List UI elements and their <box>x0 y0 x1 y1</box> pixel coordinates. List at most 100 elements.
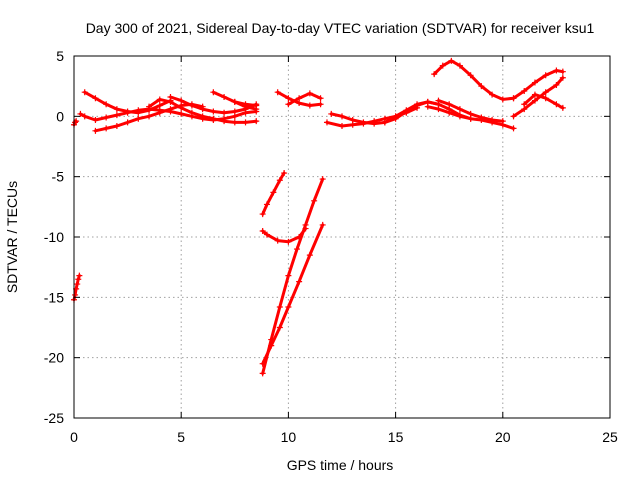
data-point <box>521 87 528 94</box>
data-point <box>285 238 292 245</box>
data-point <box>489 116 496 123</box>
data-point <box>81 113 88 120</box>
data-point <box>199 106 206 113</box>
data-point <box>499 96 506 103</box>
data-point <box>156 96 163 103</box>
x-tick-label: 10 <box>281 429 297 445</box>
data-point <box>285 303 292 310</box>
data-point <box>199 113 206 120</box>
data-point <box>319 221 326 228</box>
data-point <box>231 98 238 105</box>
data-point <box>317 95 324 102</box>
series-arc-6 <box>146 96 260 126</box>
data-point <box>542 95 549 102</box>
data-point <box>339 122 345 129</box>
data-point <box>146 113 153 120</box>
data-point <box>306 90 313 97</box>
data-point <box>339 113 345 120</box>
data-point <box>276 324 283 331</box>
data-point <box>178 97 185 104</box>
data-point <box>270 189 277 196</box>
data-point <box>296 278 303 285</box>
y-tick-label: -10 <box>44 229 64 245</box>
data-point <box>178 110 185 117</box>
data-point <box>302 221 309 228</box>
y-tick-label: 0 <box>56 108 64 124</box>
x-tick-label: 20 <box>495 429 511 445</box>
series-arc-9 <box>231 98 260 109</box>
data-point <box>221 109 228 116</box>
data-point <box>478 114 485 121</box>
data-point <box>167 106 174 113</box>
data-point <box>167 94 174 101</box>
data-point <box>381 119 388 126</box>
data-point <box>113 122 120 129</box>
data-point <box>435 106 442 113</box>
series-line <box>286 91 323 106</box>
ticks: 0 5 10 15 20 25 5 0 -5 -10 -15 -20 -25 <box>44 48 618 445</box>
y-tick-label: -20 <box>44 350 64 366</box>
data-point <box>259 360 266 367</box>
data-point <box>274 89 281 96</box>
data-point <box>178 104 185 111</box>
data-point <box>276 303 283 310</box>
data-point <box>531 97 538 104</box>
data-point <box>306 252 313 259</box>
data-point <box>392 113 399 120</box>
data-point <box>456 113 463 120</box>
series-line <box>432 59 515 101</box>
data-point <box>113 112 120 119</box>
data-point <box>510 95 517 102</box>
x-tick-label: 25 <box>602 429 618 445</box>
data-point <box>135 115 142 122</box>
data-point <box>371 120 378 127</box>
data-point <box>521 101 528 108</box>
data-point <box>259 370 266 377</box>
data-point <box>253 102 260 109</box>
data-point <box>188 102 195 109</box>
data-point <box>274 237 281 244</box>
data-point <box>542 72 549 79</box>
data-point <box>77 110 84 117</box>
data-point <box>285 272 292 279</box>
data-point <box>231 108 238 115</box>
data-point <box>231 119 238 126</box>
data-point <box>242 119 249 126</box>
data-point <box>448 57 455 64</box>
data-point <box>446 101 453 108</box>
data-point <box>188 109 195 116</box>
y-tick-label: -5 <box>52 169 65 185</box>
data-point <box>156 109 163 116</box>
data-point <box>559 104 566 111</box>
data-point <box>281 170 288 177</box>
data-point <box>293 246 300 253</box>
data-point <box>510 113 517 120</box>
series-arc-22 <box>510 67 566 102</box>
series-arc-21 <box>431 57 517 103</box>
data-point <box>210 115 217 122</box>
series-arc-1 <box>71 118 80 128</box>
series-arc-13 <box>259 221 326 367</box>
data-point <box>124 108 131 115</box>
data-point <box>489 91 496 98</box>
data-point <box>135 109 142 116</box>
data-point <box>531 91 538 98</box>
data-point <box>268 342 275 349</box>
data-point <box>285 101 292 108</box>
data-point <box>253 118 260 125</box>
data-point <box>435 97 442 104</box>
data-point <box>531 79 538 86</box>
data-point <box>446 109 453 116</box>
data-point <box>76 272 83 279</box>
data-point <box>311 197 318 204</box>
data-point <box>81 89 88 96</box>
data-point <box>319 176 326 183</box>
data-point <box>103 114 110 121</box>
data-point <box>259 211 266 218</box>
data-point <box>360 119 367 126</box>
data-point <box>242 101 249 108</box>
data-point <box>306 102 313 109</box>
series-line <box>261 177 325 375</box>
data-point <box>553 101 560 108</box>
